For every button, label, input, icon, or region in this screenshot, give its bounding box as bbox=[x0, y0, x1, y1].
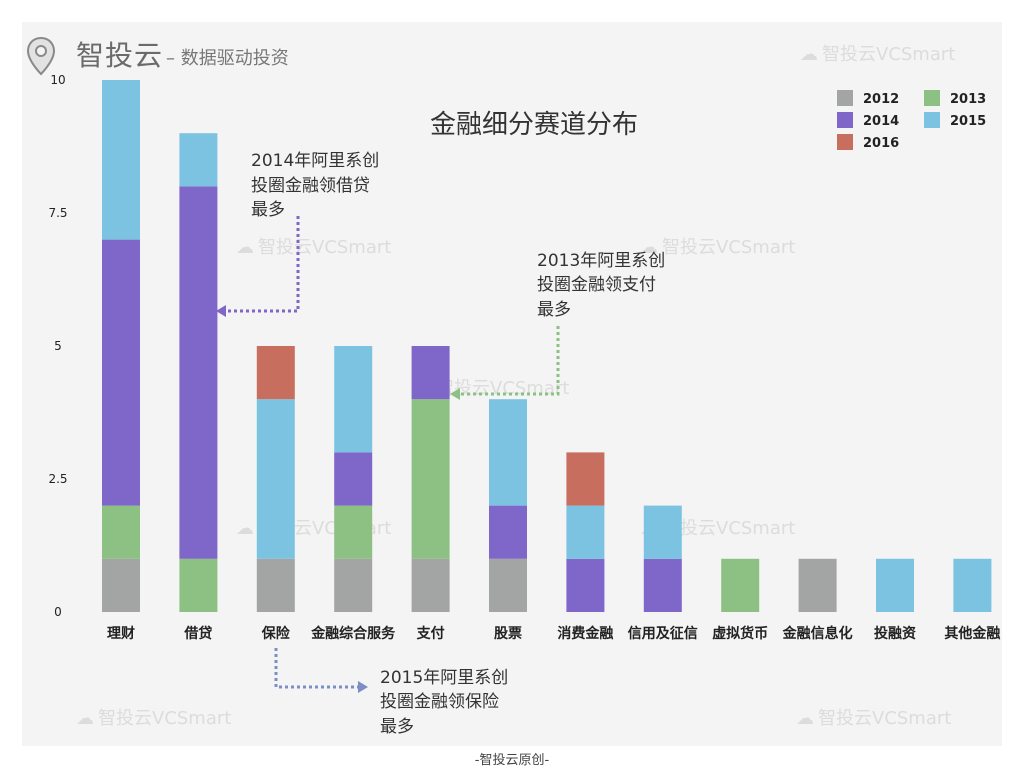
x-tick-label: 其他金融 bbox=[944, 625, 1000, 642]
annotation-line: 2013年阿里系创 bbox=[537, 251, 665, 271]
legend-swatch-2015 bbox=[924, 112, 940, 128]
legend: 2012 2013 2014 2015 2016 bbox=[837, 90, 986, 151]
chart-title: 金融细分赛道分布 bbox=[430, 110, 638, 140]
bar-segment-2012 bbox=[489, 558, 527, 612]
footer-credit: -智投云原创- bbox=[474, 753, 550, 768]
y-tick-label: 7.5 bbox=[48, 206, 67, 220]
arrow-left-icon bbox=[450, 388, 460, 400]
annotation-line: 2014年阿里系创 bbox=[251, 151, 379, 171]
bar-segment-2014 bbox=[411, 346, 450, 400]
legend-swatch-2012 bbox=[837, 90, 853, 106]
bar-segment-2013 bbox=[334, 505, 373, 559]
bar-segment-2013 bbox=[179, 558, 218, 612]
bar-segment-2015 bbox=[643, 505, 682, 559]
bar-segment-2013 bbox=[721, 558, 760, 612]
y-axis: 0 2.5 5 7.5 10 bbox=[48, 73, 67, 619]
annotation-loan-leader bbox=[216, 216, 300, 317]
x-tick-label: 股票 bbox=[494, 626, 522, 642]
y-tick-label: 5 bbox=[54, 339, 62, 353]
annotation-line: 投圈金融领支付 bbox=[537, 275, 656, 295]
bar-segment-2015 bbox=[953, 558, 992, 612]
x-tick-label: 投融资 bbox=[874, 625, 916, 642]
annotation-line: 最多 bbox=[537, 300, 571, 320]
x-tick-label: 信用及征信 bbox=[628, 625, 698, 642]
bar-segment-2012 bbox=[411, 558, 450, 612]
bar-segment-2012 bbox=[334, 558, 373, 612]
x-tick-label: 消费金融 bbox=[557, 625, 613, 642]
arrow-left-icon bbox=[216, 305, 226, 317]
brand-title: 智投云 bbox=[76, 39, 164, 72]
bar-segment-2016 bbox=[566, 452, 605, 506]
annotation-line: 2015年阿里系创 bbox=[380, 668, 508, 688]
annotation-line: 最多 bbox=[380, 717, 414, 737]
x-tick-label: 金融综合服务 bbox=[310, 625, 396, 642]
legend-label: 2015 bbox=[950, 114, 986, 129]
brand-subtitle: – 数据驱动投资 bbox=[166, 48, 289, 69]
bar-segment-2016 bbox=[256, 346, 295, 400]
bar-segment-2015 bbox=[102, 80, 140, 240]
x-axis: 理财 借贷 保险 金融综合服务 支付 股票 消费金融 信用及征信 虚拟货币 金融信息化 投融资 其他金… bbox=[107, 625, 1000, 642]
bar-segment-2014 bbox=[179, 186, 218, 559]
x-tick-label: 金融信息化 bbox=[782, 625, 853, 642]
legend-label: 2013 bbox=[950, 92, 986, 107]
bar-segment-2014 bbox=[489, 505, 527, 559]
bar-segment-2013 bbox=[102, 505, 140, 559]
y-tick-label: 2.5 bbox=[48, 472, 67, 486]
annotation-line: 投圈金融领借贷 bbox=[251, 176, 370, 196]
bar-segment-2014 bbox=[566, 558, 605, 612]
bar-segment-2014 bbox=[334, 452, 373, 506]
x-tick-label: 理财 bbox=[107, 625, 135, 642]
legend-label: 2014 bbox=[863, 114, 899, 129]
legend-swatch-2016 bbox=[837, 134, 853, 150]
annotation-insurance: 2015年阿里系创 投圈金融领保险 最多 bbox=[380, 668, 508, 737]
bar-segment-2015 bbox=[876, 558, 914, 612]
bar-segment-2015 bbox=[566, 505, 605, 559]
bar-segment-2012 bbox=[256, 558, 295, 612]
x-tick-label: 借贷 bbox=[183, 625, 212, 642]
bar-segment-2012 bbox=[102, 558, 140, 612]
location-pin-icon bbox=[26, 36, 56, 76]
x-tick-label: 保险 bbox=[261, 625, 291, 642]
annotation-line: 投圈金融领保险 bbox=[380, 692, 499, 712]
annotation-pay-leader bbox=[450, 326, 560, 400]
annotation-insurance-leader bbox=[274, 648, 368, 693]
annotation-loan: 2014年阿里系创 投圈金融领借贷 最多 bbox=[251, 151, 379, 220]
legend-swatch-2013 bbox=[924, 90, 940, 106]
annotation-line: 最多 bbox=[251, 200, 285, 220]
x-tick-label: 支付 bbox=[416, 625, 445, 642]
x-tick-label: 虚拟货币 bbox=[712, 625, 768, 642]
bar-segment-2013 bbox=[411, 399, 450, 559]
bar-segment-2015 bbox=[256, 399, 295, 559]
bar-segment-2015 bbox=[489, 399, 527, 506]
bar-segment-2014 bbox=[643, 558, 682, 612]
bar-segment-2012 bbox=[798, 558, 837, 612]
bar-segment-2014 bbox=[102, 239, 140, 506]
legend-label: 2012 bbox=[863, 92, 899, 107]
y-tick-label: 0 bbox=[54, 605, 62, 619]
legend-swatch-2014 bbox=[837, 112, 853, 128]
arrow-right-icon bbox=[358, 681, 368, 693]
y-tick-label: 10 bbox=[50, 73, 65, 87]
bar-segment-2015 bbox=[334, 346, 373, 453]
annotation-pay: 2013年阿里系创 投圈金融领支付 最多 bbox=[537, 251, 665, 320]
legend-label: 2016 bbox=[863, 136, 899, 151]
bar-segment-2015 bbox=[179, 133, 218, 187]
bars bbox=[102, 80, 992, 612]
